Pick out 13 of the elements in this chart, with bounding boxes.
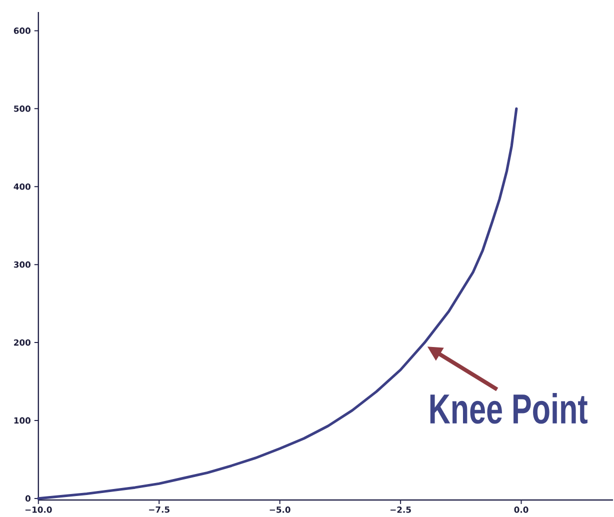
x-tick-label: −5.0 bbox=[270, 506, 290, 513]
y-tick-label: 500 bbox=[14, 105, 30, 112]
x-tick-label: −7.5 bbox=[149, 506, 170, 513]
y-tick-label: 0 bbox=[25, 495, 30, 502]
y-tick-label: 600 bbox=[14, 28, 30, 34]
y-tick-label: 300 bbox=[14, 261, 30, 268]
y-tick-label: 400 bbox=[14, 183, 30, 190]
x-tick-label: −10.0 bbox=[25, 506, 52, 513]
x-tick-label: −2.5 bbox=[390, 506, 411, 513]
x-tick-label: 0.0 bbox=[514, 506, 528, 513]
y-tick-label: 100 bbox=[14, 417, 30, 424]
annotation: Knee Point bbox=[430, 393, 588, 424]
y-tick-label: 200 bbox=[14, 339, 30, 346]
